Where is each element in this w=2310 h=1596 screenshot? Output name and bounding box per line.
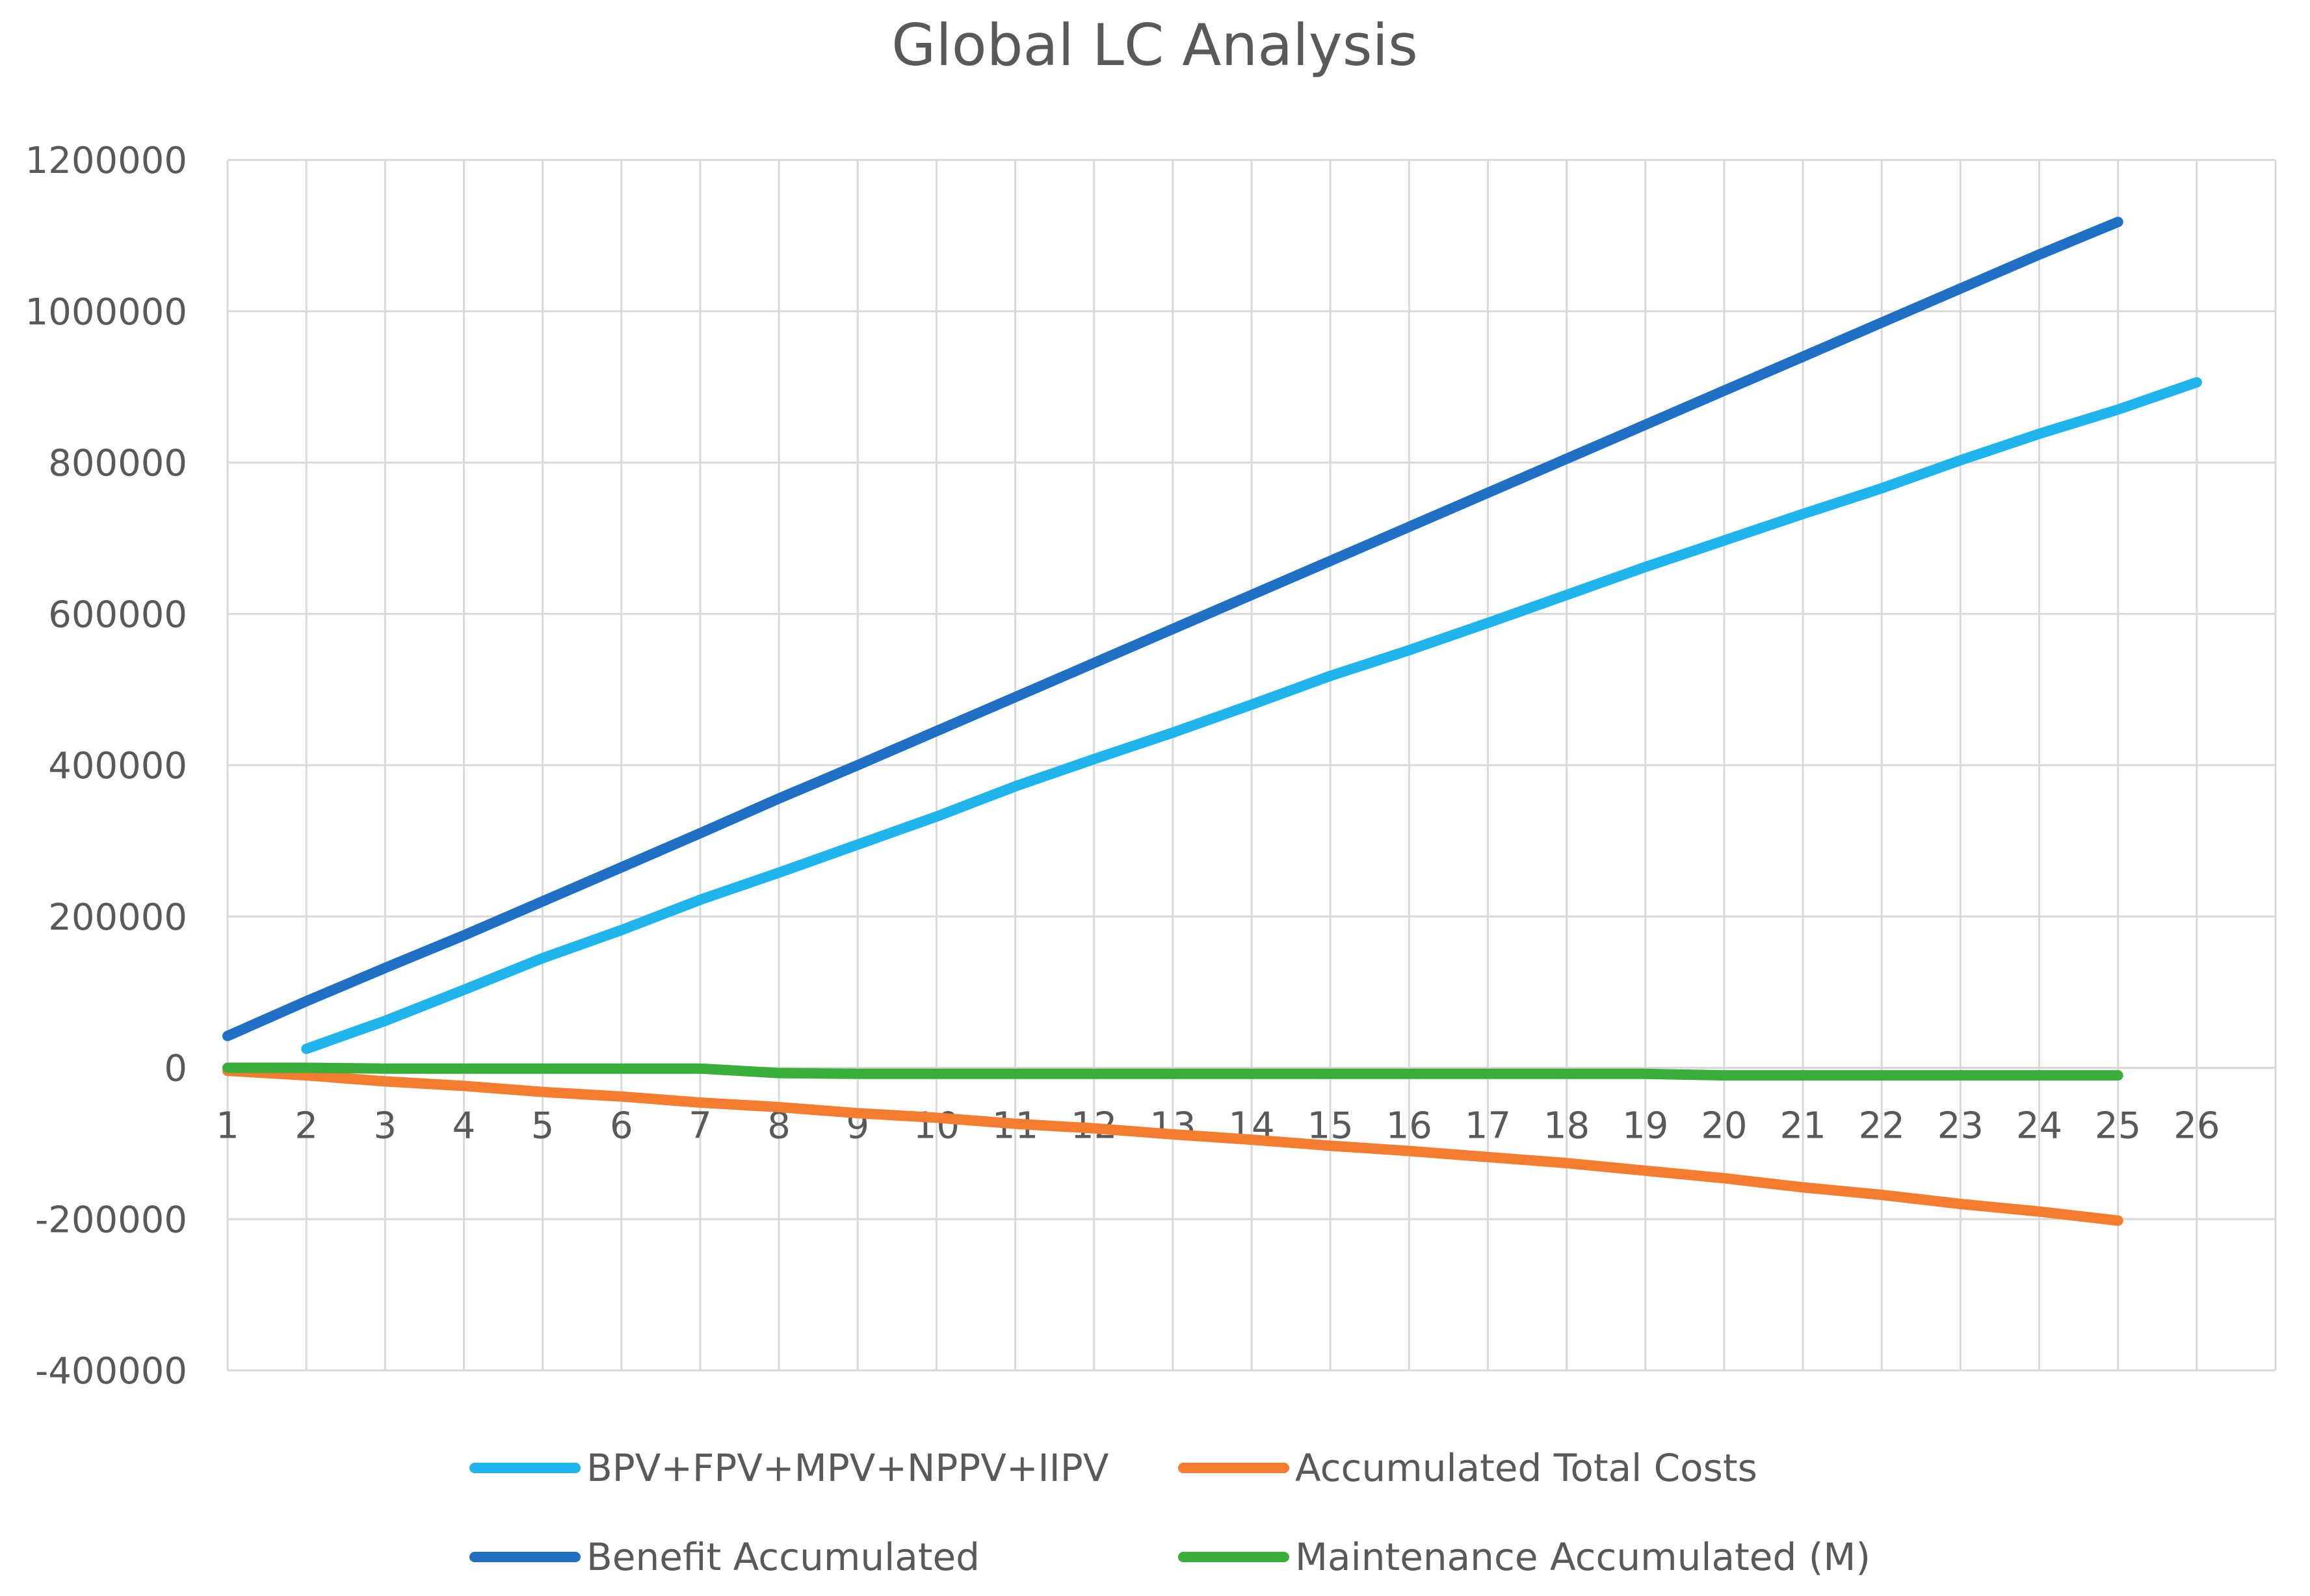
y-tick-label: 600000 [48,594,187,636]
x-tick-label: 25 [2095,1105,2141,1147]
x-tick-label: 13 [1149,1105,1196,1147]
legend-label: Maintenance Accumulated (M) [1295,1535,1870,1579]
y-tick-label: 1200000 [25,140,187,182]
x-tick-label: 4 [453,1105,476,1147]
legend-label: Accumulated Total Costs [1295,1446,1757,1490]
gridlines [226,159,2277,1372]
y-tick-label: 200000 [48,896,187,939]
x-tick-label: 2 [295,1105,318,1147]
chart-title: Global LC Analysis [891,12,1418,79]
x-tick-label: 18 [1543,1105,1590,1147]
x-tick-label: 26 [2173,1105,2220,1147]
y-tick-label: 0 [164,1048,187,1090]
y-tick-label: 800000 [48,443,187,485]
y-tick-label: 400000 [48,745,187,787]
x-tick-label: 6 [610,1105,633,1147]
x-tick-label: 24 [2016,1105,2062,1147]
x-tick-label: 3 [373,1105,397,1147]
series-lines [222,216,2202,1226]
x-tick-label: 22 [1859,1105,1905,1147]
x-tick-label: 21 [1779,1105,1826,1147]
x-tick-label: 16 [1386,1105,1432,1147]
x-tick-label: 5 [531,1105,555,1147]
x-tick-label: 23 [1937,1105,1984,1147]
x-tick-label: 17 [1465,1105,1511,1147]
legend-label: BPV+FPV+MPV+NPPV+IIPV [586,1446,1109,1490]
x-tick-label: 19 [1622,1105,1668,1147]
y-tick-label: -400000 [35,1350,187,1393]
y-tick-label: -200000 [35,1199,187,1241]
y-axis-tick-labels: 1200000 1000000 800000 600000 400000 200000 0 -… [25,140,187,1393]
legend: BPV+FPV+MPV+NPPV+IIPV Accumulated Total C… [469,1446,1870,1579]
x-tick-label: 10 [913,1105,960,1147]
y-tick-label: 1000000 [25,291,187,334]
legend-label: Benefit Accumulated [586,1535,980,1579]
x-tick-label: 7 [689,1105,712,1147]
x-tick-label: 1 [216,1105,239,1147]
series-line-maintenance-accumulated-m [222,1062,2123,1081]
x-tick-label: 20 [1701,1105,1747,1147]
